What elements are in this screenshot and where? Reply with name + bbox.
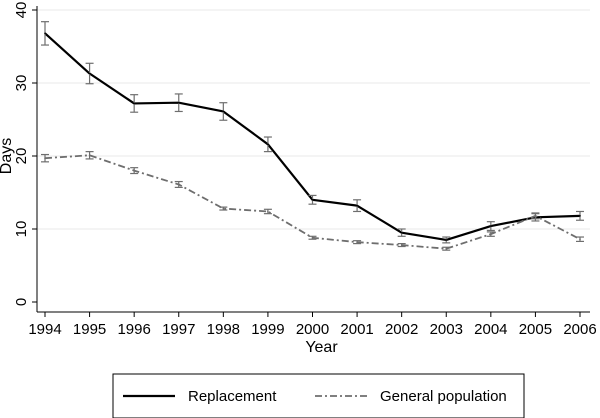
data-point-general-population-2003 [445,247,448,250]
axes [32,6,590,317]
data-point-replacement-2006 [579,215,581,217]
data-point-general-population-2001 [356,241,358,243]
data-point-replacement-1997 [177,101,180,104]
x-tick-label-2000: 2000 [296,321,329,338]
x-tick-label-1995: 1995 [73,321,106,338]
data-point-general-population-2004 [490,233,492,235]
data-point-replacement-1995 [88,72,91,75]
x-tick-label-1998: 1998 [207,321,240,338]
data-point-replacement-1998 [222,110,225,113]
data-point-general-population-2000 [311,236,314,239]
x-tick-label-1997: 1997 [162,321,195,338]
data-point-replacement-2004 [490,225,492,227]
legend: Replacement General population [112,373,525,418]
data-point-general-population-1994 [44,157,46,159]
y-tick-label-30: 30 [13,75,30,92]
y-tick-label-0: 0 [13,298,30,306]
y-tick-label-10: 10 [13,221,30,238]
x-tick-label-2006: 2006 [563,321,596,338]
y-tick-label-20: 20 [13,148,30,165]
legend-label-replacement: Replacement [188,388,277,405]
data-point-general-population-2006 [579,238,581,241]
data-point-replacement-2003 [445,239,448,241]
data-point-replacement-2001 [356,204,358,207]
data-point-replacement-1996 [133,102,135,105]
series-line-replacement [44,32,581,242]
data-point-general-population-1996 [133,169,135,172]
data-point-replacement-2000 [311,199,314,201]
data-point-general-population-1999 [267,210,269,213]
x-tick-label-1994: 1994 [28,321,61,338]
data-point-replacement-2002 [400,231,403,234]
data-point-general-population-1998 [222,207,225,210]
x-tick-label-2005: 2005 [519,321,552,338]
x-tick-label-1996: 1996 [117,321,150,338]
data-point-general-population-1995 [88,154,91,157]
x-axis-title: Year [305,339,338,356]
x-tick-label-2001: 2001 [340,321,373,338]
data-point-general-population-2002 [400,244,403,246]
y-axis-title: Days [0,138,15,174]
y-tick-label-40: 40 [13,2,30,19]
data-point-replacement-1994 [44,32,46,35]
data-point-general-population-2005 [534,215,537,217]
x-tick-label-2002: 2002 [385,321,418,338]
legend-label-general-population: General population [380,388,507,405]
x-tick-label-1999: 1999 [251,321,284,338]
data-point-general-population-1997 [177,183,180,186]
x-tick-label-2004: 2004 [474,321,507,338]
data-point-replacement-1999 [267,143,269,146]
series-lines [41,21,584,251]
x-tick-label-2003: 2003 [430,321,463,338]
gridlines [37,9,590,230]
tick-labels: 0 10 20 30 40 1994 1995 1996 1997 1998 1999 2000 200… [13,2,597,338]
